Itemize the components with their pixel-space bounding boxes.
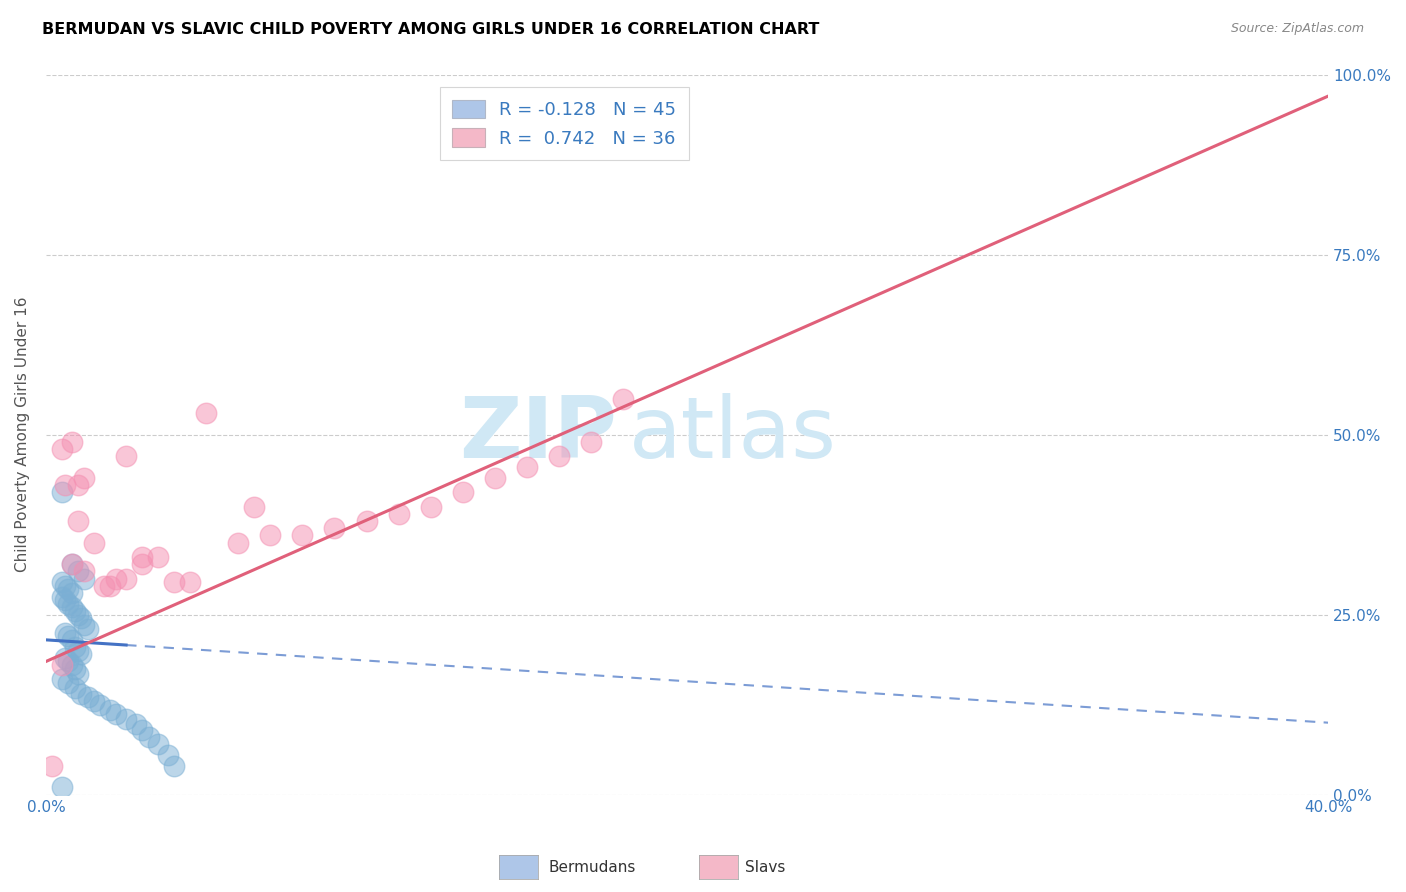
Point: [63, 604, 86, 618]
Point: [60, 558, 83, 572]
Point: [53, 651, 76, 665]
Point: [83, 535, 105, 549]
Text: BERMUDAN VS SLAVIC CHILD POVERTY AMONG GIRLS UNDER 16 CORRELATION CHART: BERMUDAN VS SLAVIC CHILD POVERTY AMONG G…: [42, 22, 820, 37]
Point: [73, 471, 96, 485]
Point: [146, 549, 169, 564]
Point: [51, 485, 73, 500]
Text: atlas: atlas: [630, 393, 838, 476]
Point: [98, 703, 121, 717]
Point: [51, 590, 73, 604]
Point: [60, 586, 83, 600]
Point: [58, 629, 80, 643]
Point: [51, 673, 73, 687]
Text: Slavs: Slavs: [745, 860, 786, 874]
Point: [73, 565, 96, 579]
Point: [451, 485, 474, 500]
Point: [179, 575, 201, 590]
Point: [516, 460, 538, 475]
Point: [156, 748, 179, 763]
Point: [131, 549, 153, 564]
Point: [195, 406, 218, 420]
Point: [73, 618, 96, 632]
Point: [63, 640, 86, 654]
Point: [93, 579, 115, 593]
Point: [131, 723, 153, 737]
Point: [163, 759, 186, 773]
Point: [63, 681, 86, 695]
Point: [66, 607, 89, 622]
Text: Source: ZipAtlas.com: Source: ZipAtlas.com: [1230, 22, 1364, 36]
Point: [547, 449, 569, 463]
Point: [226, 535, 249, 549]
Point: [259, 528, 281, 542]
Point: [51, 658, 73, 673]
Point: [579, 434, 602, 449]
Point: [53, 593, 76, 607]
Point: [115, 572, 138, 586]
Point: [89, 698, 111, 712]
Point: [58, 582, 80, 597]
Point: [419, 500, 441, 514]
Point: [60, 632, 83, 647]
Point: [60, 600, 83, 615]
Point: [66, 643, 89, 657]
Point: [70, 687, 93, 701]
Point: [73, 572, 96, 586]
Point: [51, 442, 73, 456]
Point: [66, 666, 89, 681]
Legend: R = -0.128   N = 45, R =  0.742   N = 36: R = -0.128 N = 45, R = 0.742 N = 36: [440, 87, 689, 161]
Point: [105, 706, 128, 721]
Point: [66, 565, 89, 579]
Point: [105, 572, 128, 586]
Text: ZIP: ZIP: [458, 393, 617, 476]
Point: [66, 478, 89, 492]
Point: [612, 392, 634, 406]
Text: Bermudans: Bermudans: [548, 860, 636, 874]
Point: [60, 658, 83, 673]
Point: [484, 471, 506, 485]
Point: [356, 514, 378, 528]
Point: [51, 780, 73, 795]
Point: [83, 694, 105, 708]
Point: [58, 655, 80, 669]
Point: [138, 730, 160, 744]
Point: [70, 611, 93, 625]
Point: [53, 579, 76, 593]
Point: [115, 449, 138, 463]
Point: [323, 521, 346, 535]
Point: [66, 514, 89, 528]
Point: [58, 597, 80, 611]
Point: [131, 558, 153, 572]
Point: [53, 625, 76, 640]
Point: [146, 737, 169, 751]
Point: [60, 434, 83, 449]
Point: [70, 647, 93, 661]
Point: [115, 712, 138, 726]
Point: [291, 528, 314, 542]
Point: [243, 500, 266, 514]
Point: [60, 558, 83, 572]
Point: [98, 579, 121, 593]
Point: [53, 478, 76, 492]
Point: [41, 759, 63, 773]
Point: [58, 676, 80, 690]
Point: [163, 575, 186, 590]
Point: [51, 575, 73, 590]
Point: [387, 507, 409, 521]
Point: [63, 662, 86, 676]
Point: [125, 717, 148, 731]
Point: [76, 622, 98, 636]
Point: [76, 690, 98, 705]
Y-axis label: Child Poverty Among Girls Under 16: Child Poverty Among Girls Under 16: [15, 297, 30, 573]
